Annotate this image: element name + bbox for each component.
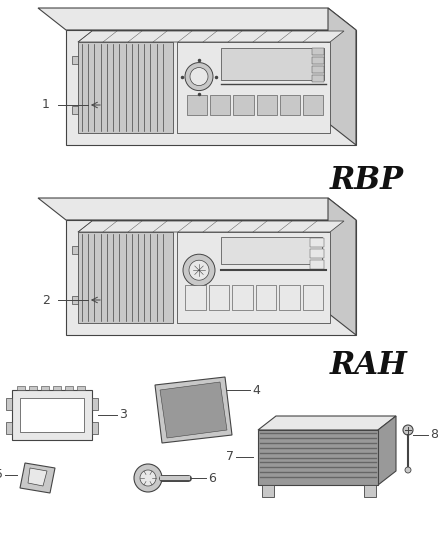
Polygon shape — [210, 95, 230, 115]
Polygon shape — [303, 95, 323, 115]
Polygon shape — [66, 220, 356, 335]
Text: RBP: RBP — [330, 165, 404, 196]
Polygon shape — [160, 382, 227, 438]
Polygon shape — [310, 249, 324, 258]
Circle shape — [140, 470, 156, 486]
Polygon shape — [232, 285, 252, 310]
Polygon shape — [280, 95, 300, 115]
Circle shape — [403, 425, 413, 435]
Polygon shape — [66, 30, 356, 145]
Polygon shape — [262, 485, 274, 497]
Polygon shape — [28, 468, 47, 486]
Circle shape — [190, 68, 208, 86]
Polygon shape — [38, 198, 356, 220]
Polygon shape — [303, 285, 323, 310]
Polygon shape — [208, 285, 229, 310]
Polygon shape — [78, 221, 344, 232]
Polygon shape — [187, 95, 207, 115]
Polygon shape — [41, 386, 49, 390]
Polygon shape — [312, 57, 324, 64]
Polygon shape — [72, 296, 78, 304]
Polygon shape — [328, 198, 356, 335]
Polygon shape — [221, 237, 322, 264]
Polygon shape — [38, 8, 356, 30]
Circle shape — [185, 62, 213, 91]
Polygon shape — [312, 66, 324, 73]
Polygon shape — [12, 390, 92, 440]
Polygon shape — [78, 42, 173, 133]
Polygon shape — [6, 398, 12, 410]
Text: 5: 5 — [0, 469, 3, 481]
Polygon shape — [258, 416, 396, 430]
Text: 7: 7 — [226, 450, 234, 464]
Circle shape — [189, 260, 209, 280]
Text: 2: 2 — [42, 294, 50, 306]
Text: 1: 1 — [42, 99, 50, 111]
Circle shape — [134, 464, 162, 492]
Polygon shape — [78, 232, 173, 323]
Text: 8: 8 — [430, 429, 438, 441]
Polygon shape — [78, 31, 344, 42]
Polygon shape — [92, 422, 98, 434]
Text: RAH: RAH — [330, 350, 408, 381]
Polygon shape — [155, 377, 232, 443]
Polygon shape — [65, 386, 73, 390]
Polygon shape — [72, 56, 78, 64]
Polygon shape — [72, 106, 78, 114]
Polygon shape — [20, 463, 55, 493]
Polygon shape — [221, 48, 324, 80]
Text: 6: 6 — [208, 472, 216, 484]
Polygon shape — [255, 285, 276, 310]
Polygon shape — [312, 75, 324, 82]
Polygon shape — [177, 232, 330, 323]
Circle shape — [183, 254, 215, 286]
Polygon shape — [310, 238, 324, 247]
Polygon shape — [92, 398, 98, 410]
Polygon shape — [77, 386, 85, 390]
Polygon shape — [233, 95, 254, 115]
Polygon shape — [17, 386, 25, 390]
Polygon shape — [378, 416, 396, 485]
Circle shape — [405, 467, 411, 473]
Polygon shape — [53, 386, 61, 390]
Polygon shape — [29, 386, 37, 390]
Polygon shape — [177, 42, 330, 133]
Polygon shape — [312, 48, 324, 55]
Polygon shape — [185, 285, 205, 310]
Polygon shape — [6, 422, 12, 434]
Polygon shape — [20, 398, 84, 432]
Polygon shape — [258, 430, 378, 485]
Polygon shape — [257, 95, 277, 115]
Polygon shape — [328, 8, 356, 145]
Polygon shape — [279, 285, 300, 310]
Text: 4: 4 — [252, 384, 260, 397]
Polygon shape — [310, 260, 324, 269]
Polygon shape — [72, 246, 78, 254]
Polygon shape — [364, 485, 376, 497]
Text: 3: 3 — [119, 408, 127, 422]
